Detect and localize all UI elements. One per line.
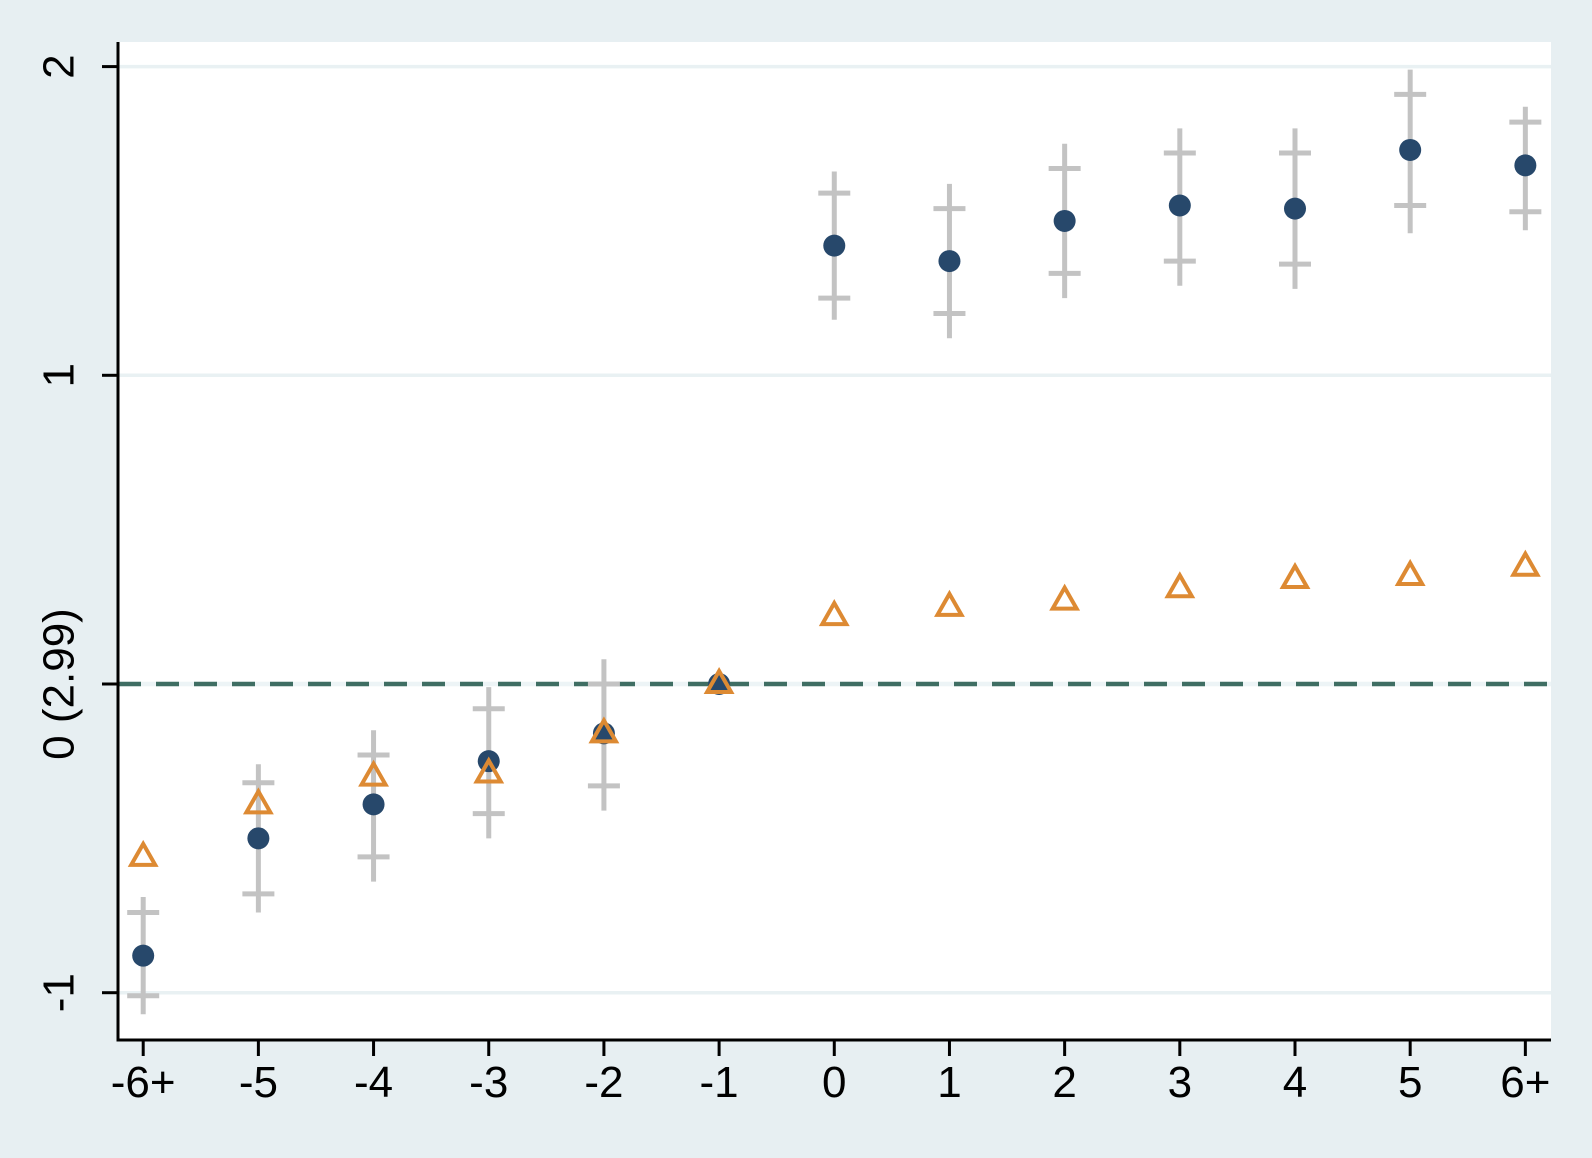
triangle-marker: [1049, 583, 1081, 611]
y-tick-label: 2: [35, 54, 84, 78]
circle-marker: [132, 944, 155, 967]
triangle-marker: [358, 759, 390, 787]
x-tick-label: -2: [584, 1058, 623, 1107]
triangle-marker: [1279, 562, 1311, 590]
circle-marker: [938, 250, 961, 273]
x-tick-label: 1: [937, 1058, 961, 1107]
y-tick-label: -1: [35, 973, 84, 1012]
circle-marker: [1053, 209, 1076, 232]
triangle-marker: [588, 716, 620, 744]
circle-marker: [1284, 197, 1306, 220]
circle-marker: [1399, 138, 1422, 161]
triangle-marker: [934, 589, 965, 617]
x-tick-label: -3: [469, 1058, 508, 1107]
triangle-marker: [473, 756, 505, 784]
circle-marker: [1514, 154, 1537, 177]
circle-marker: [362, 793, 385, 816]
triangle-marker: [242, 787, 274, 815]
triangle-marker: [703, 666, 735, 694]
x-tick-label: 3: [1168, 1058, 1192, 1107]
triangle-marker: [127, 839, 159, 867]
x-tick-label: 6+: [1500, 1058, 1550, 1107]
y-tick-label: 1: [35, 363, 84, 387]
x-tick-label: 5: [1398, 1058, 1422, 1107]
x-tick-label: -1: [700, 1058, 739, 1107]
x-tick-label: 4: [1283, 1058, 1307, 1107]
x-tick-label: 2: [1052, 1058, 1076, 1107]
x-tick-label: 0: [822, 1058, 846, 1107]
triangle-marker: [1394, 558, 1426, 586]
triangle-marker: [1509, 549, 1541, 577]
circle-marker: [823, 234, 846, 257]
x-tick-label: -6+: [111, 1058, 176, 1107]
x-tick-label: -4: [354, 1058, 393, 1107]
y-tick-label: 0 (2.99): [35, 608, 84, 760]
x-tick-label: -5: [239, 1058, 278, 1107]
triangle-marker: [1164, 571, 1196, 599]
triangle-marker: [818, 599, 850, 627]
circle-marker: [247, 827, 270, 850]
circle-marker: [1168, 194, 1191, 217]
